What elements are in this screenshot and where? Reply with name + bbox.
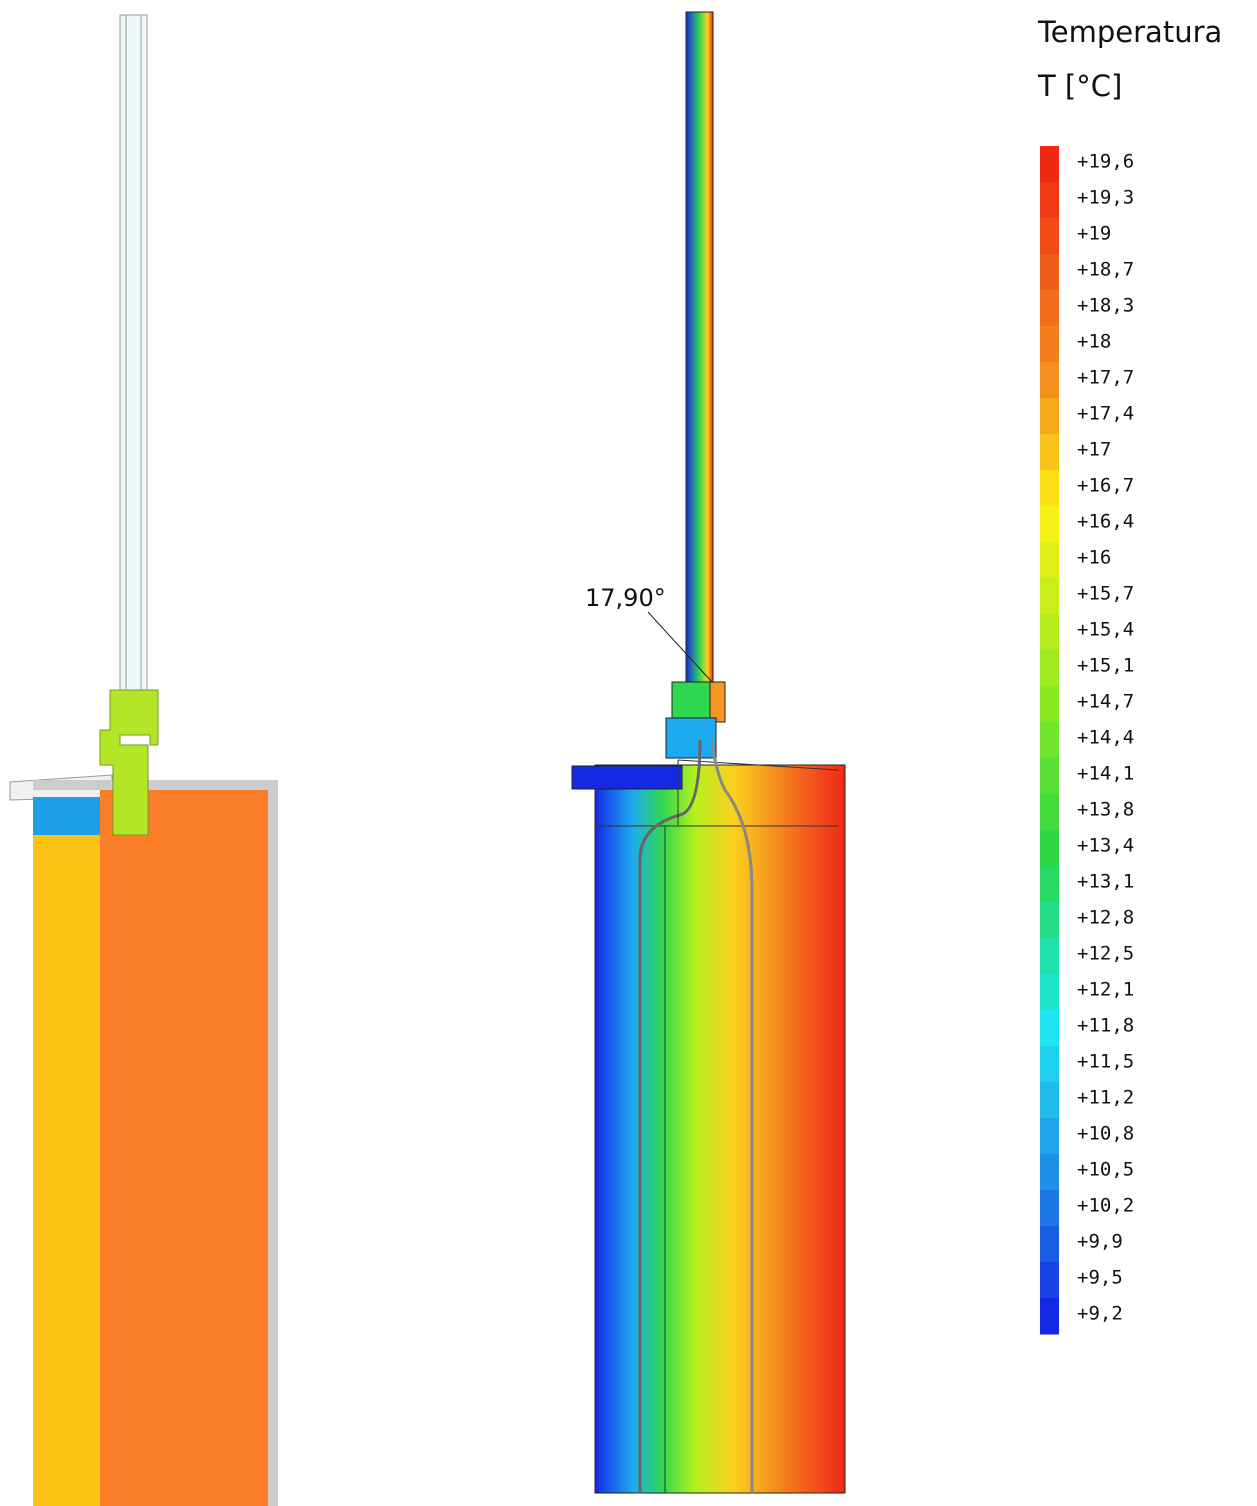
legend-label: +13,4: [1077, 835, 1134, 857]
legend-label: +17: [1077, 439, 1111, 461]
legend-swatch: [1040, 758, 1059, 795]
legend-label: +17,7: [1077, 367, 1134, 389]
legend-swatch: [1040, 182, 1059, 219]
legend-label: +9,2: [1077, 1303, 1123, 1325]
legend-label: +11,2: [1077, 1087, 1134, 1109]
legend-swatch: [1040, 1262, 1059, 1299]
legend-label: +14,1: [1077, 763, 1134, 785]
sill-top: [33, 780, 278, 790]
legend-title: Temperatura: [1037, 15, 1222, 49]
insulation: [33, 835, 100, 1506]
legend-swatch: [1040, 1154, 1059, 1191]
legend-label: +17,4: [1077, 403, 1134, 425]
legend-label: +16,7: [1077, 475, 1134, 497]
legend-swatch: [1040, 650, 1059, 687]
legend-label: +11,5: [1077, 1051, 1134, 1073]
legend-swatch: [1040, 794, 1059, 831]
wall-field: [595, 765, 845, 1493]
legend-swatch: [1040, 938, 1059, 975]
plaster: [268, 782, 278, 1506]
legend-swatch: [1040, 866, 1059, 903]
legend-label: +12,8: [1077, 907, 1134, 929]
glass: [120, 15, 147, 695]
sill-field: [572, 766, 682, 789]
legend-label: +13,1: [1077, 871, 1134, 893]
legend-label: +10,8: [1077, 1123, 1134, 1145]
legend-label: +14,4: [1077, 727, 1134, 749]
legend-swatch: [1040, 218, 1059, 255]
legend-label: +9,5: [1077, 1267, 1123, 1289]
masonry: [100, 790, 268, 1506]
legend-swatch: [1040, 1010, 1059, 1047]
thermal-section: 17,90°: [572, 12, 845, 1493]
legend-swatch: [1040, 578, 1059, 615]
page: 17,90° Temperatura T [°C] +19,6+19,3+19+…: [0, 0, 1257, 1506]
legend-swatch: [1040, 830, 1059, 867]
legend-swatch: [1040, 1046, 1059, 1083]
legend-label: +15,7: [1077, 583, 1134, 605]
legend-swatch: [1040, 902, 1059, 939]
legend-label: +16,4: [1077, 511, 1134, 533]
frame-lower: [666, 718, 716, 758]
legend-swatch: [1040, 1118, 1059, 1155]
legend-swatch: [1040, 146, 1059, 183]
legend-swatch: [1040, 614, 1059, 651]
legend-swatch: [1040, 1190, 1059, 1227]
legend-swatch: [1040, 326, 1059, 363]
legend-swatch: [1040, 290, 1059, 327]
legend-label: +16: [1077, 547, 1111, 569]
legend-label: +18,7: [1077, 259, 1134, 281]
legend-label: +14,7: [1077, 691, 1134, 713]
legend-swatch: [1040, 686, 1059, 723]
legend-swatch: [1040, 974, 1059, 1011]
frame-inner: [710, 682, 725, 722]
legend-label: +13,8: [1077, 799, 1134, 821]
legend-label: +15,1: [1077, 655, 1134, 677]
legend-label: +15,4: [1077, 619, 1134, 641]
legend-label: +19,3: [1077, 187, 1134, 209]
legend-swatch: [1040, 542, 1059, 579]
legend-label: +12,1: [1077, 979, 1134, 1001]
legend-unit: T [°C]: [1037, 69, 1122, 103]
legend-label: +10,2: [1077, 1195, 1134, 1217]
legend-label: +9,9: [1077, 1231, 1123, 1253]
legend-label: +12,5: [1077, 943, 1134, 965]
legend-swatch: [1040, 506, 1059, 543]
material-section: [10, 15, 278, 1506]
legend-label: +11,8: [1077, 1015, 1134, 1037]
glass-field: [686, 12, 713, 684]
legend-label: +19,6: [1077, 151, 1134, 173]
legend-label: +18,3: [1077, 295, 1134, 317]
legend-swatch: [1040, 722, 1059, 759]
annotation: 17,90°: [585, 584, 666, 612]
legend-label: +19: [1077, 223, 1111, 245]
legend-swatch: [1040, 470, 1059, 507]
legend-swatch: [1040, 254, 1059, 291]
legend-swatch: [1040, 398, 1059, 435]
legend-swatch: [1040, 362, 1059, 399]
legend-label: +18: [1077, 331, 1111, 353]
legend-label: +10,5: [1077, 1159, 1134, 1181]
legend-swatch: [1040, 434, 1059, 471]
legend-swatch: [1040, 1298, 1059, 1335]
legend-swatch: [1040, 1082, 1059, 1119]
legend-swatch: [1040, 1226, 1059, 1263]
legend: +19,6 +19,3 +19 +18,7 +18,3 +18 +17,7 +17,4 +17 +…: [1040, 146, 1134, 1335]
